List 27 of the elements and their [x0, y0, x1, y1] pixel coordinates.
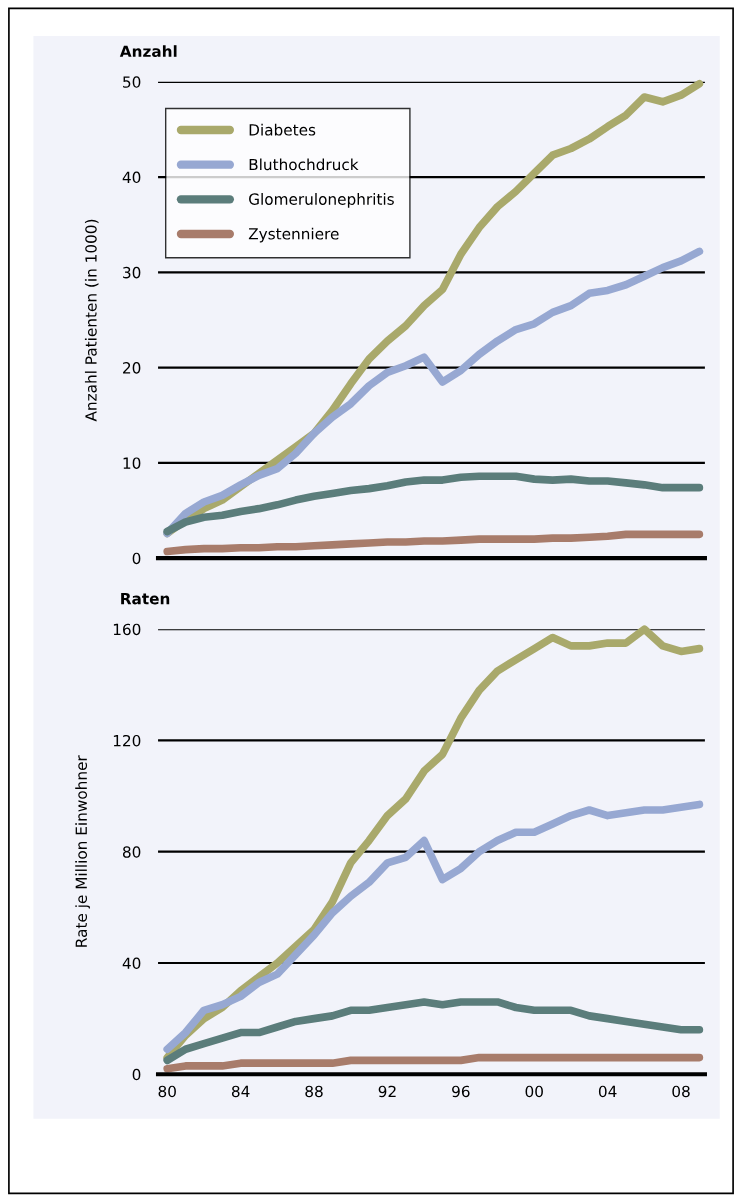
- y-tick-label: 0: [132, 552, 141, 565]
- y-tick-label: 20: [123, 362, 141, 374]
- x-tick-label: 80: [158, 1085, 176, 1098]
- legend-label: Bluthochdruck: [249, 158, 359, 171]
- y-axis-title: Rate je Million Einwohner: [75, 755, 90, 947]
- y-tick-label: 80: [122, 846, 141, 858]
- x-tick-label: 08: [672, 1085, 690, 1098]
- y-tick-label: 120: [113, 734, 141, 747]
- x-tick-label: 96: [452, 1085, 470, 1098]
- chart-title: Anzahl: [119, 45, 177, 58]
- y-tick-label: 10: [123, 457, 141, 469]
- y-tick-label: 0: [132, 1068, 141, 1081]
- legend-label: Diabetes: [249, 123, 316, 136]
- y-tick-label: 50: [123, 76, 141, 88]
- legend-label: Glomerulonephritis: [249, 193, 394, 208]
- y-tick-label: 40: [122, 957, 141, 970]
- x-tick-label: 00: [525, 1085, 543, 1098]
- x-tick-label: 88: [305, 1085, 323, 1098]
- y-tick-label: 30: [123, 266, 141, 279]
- y-axis-title: Anzahl Patienten (in 1000): [84, 219, 99, 422]
- legend-label: Zystenniere: [248, 227, 339, 243]
- y-tick-label: 40: [122, 171, 141, 184]
- x-tick-label: 84: [231, 1085, 250, 1098]
- x-tick-label: 92: [378, 1085, 396, 1098]
- x-tick-label: 04: [598, 1085, 617, 1098]
- chart-title: Raten: [121, 593, 170, 605]
- y-tick-label: 160: [113, 623, 141, 636]
